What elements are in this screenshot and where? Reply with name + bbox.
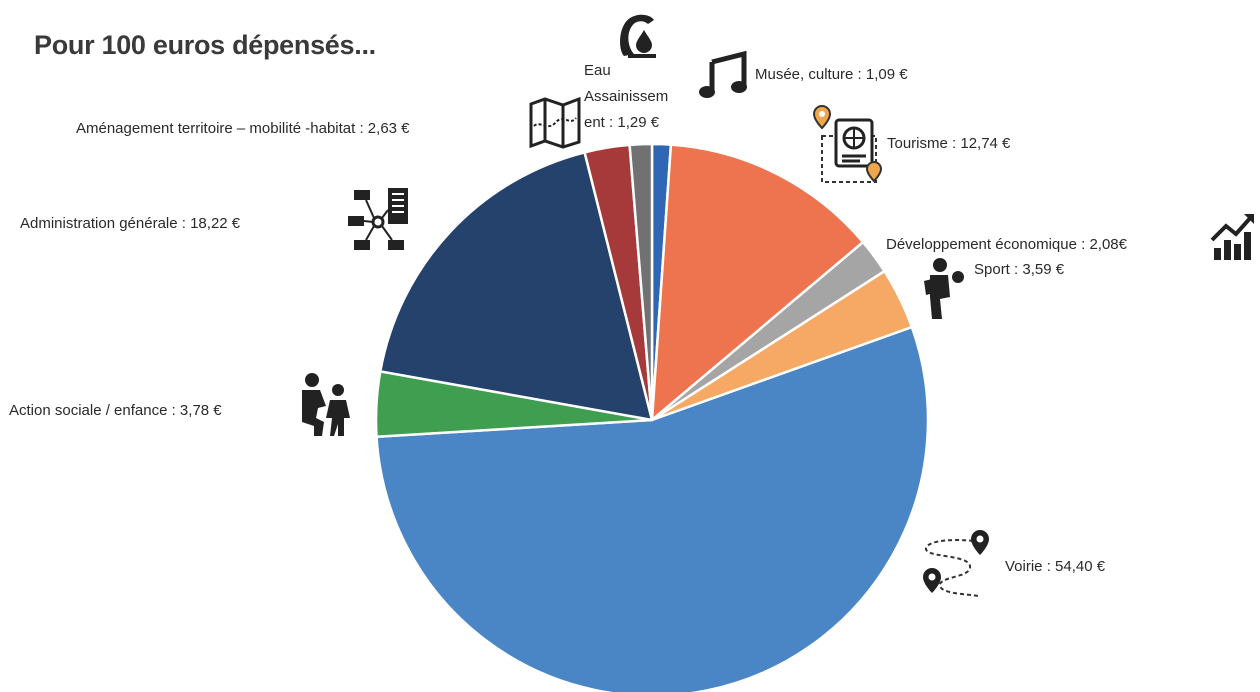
pie-slice-voirie xyxy=(375,325,930,692)
music-note-icon xyxy=(699,50,747,98)
passport-icon xyxy=(812,104,883,183)
label-voirie: Voirie : 54,40 € xyxy=(1005,558,1106,575)
label-eau-line-2: Assainissem xyxy=(584,88,669,105)
pie-slice-tourisme xyxy=(650,143,865,422)
chart-title: Pour 100 euros dépensés... xyxy=(34,30,376,60)
parent-child-icon xyxy=(302,373,350,436)
growth-chart-icon xyxy=(1210,214,1254,260)
label-sport: Sport : 3,59 € xyxy=(974,261,1065,278)
label-amenagement-territoire: Aménagement territoire – mobilité -habit… xyxy=(76,120,410,137)
label-tourisme: Tourisme : 12,74 € xyxy=(887,135,1011,152)
label-musee-culture: Musée, culture : 1,09 € xyxy=(755,66,908,83)
label-administration-generale: Administration générale : 18,22 € xyxy=(20,215,241,232)
label-eau-line-3: ent : 1,29 € xyxy=(584,114,660,131)
pie-slice-administration-generale xyxy=(379,151,654,422)
label-action-sociale: Action sociale / enfance : 3,78 € xyxy=(9,402,222,419)
label-eau-line-1: Eau xyxy=(584,62,611,79)
athlete-icon xyxy=(924,258,964,319)
label-developpement-economique: Développement économique : 2,08€ xyxy=(886,236,1127,253)
network-building-icon xyxy=(348,188,408,250)
route-pins-icon xyxy=(923,530,989,597)
folded-map-icon xyxy=(529,96,581,149)
pie-slice-eau-assainissement xyxy=(628,142,654,422)
water-drop-hand-icon xyxy=(620,14,656,58)
